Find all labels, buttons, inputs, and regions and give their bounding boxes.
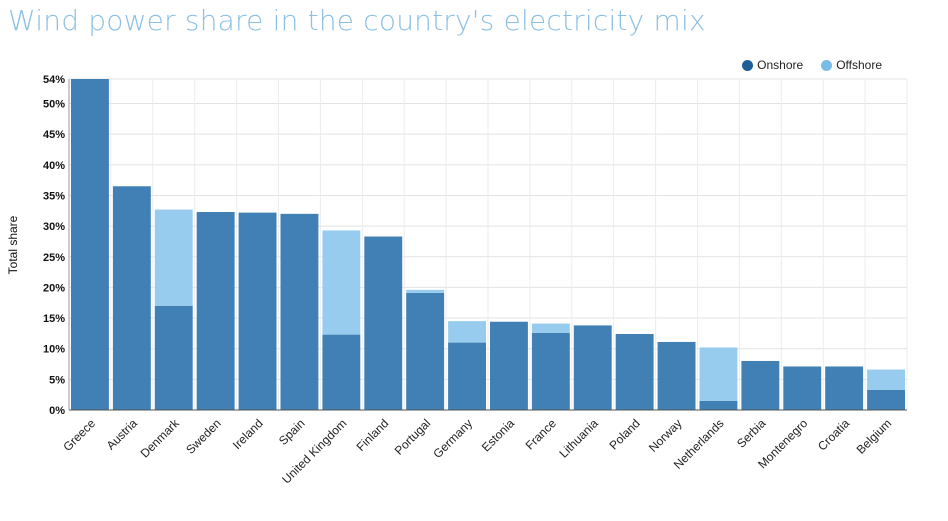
y-tick-label: 54%	[43, 74, 65, 86]
bar-onshore	[657, 341, 696, 410]
x-tick-label: Spain	[276, 416, 308, 448]
x-tick-label: Croatia	[815, 416, 852, 453]
y-tick-label: 50%	[43, 99, 65, 111]
x-tick-label: Finland	[354, 416, 392, 454]
legend-label-onshore: Onshore	[757, 58, 804, 72]
legend-swatch-onshore	[742, 59, 754, 71]
y-tick-label: 20%	[43, 282, 65, 294]
bar-onshore	[196, 212, 235, 410]
x-tick-label: Greece	[60, 416, 98, 454]
y-tick-label: 25%	[43, 252, 65, 264]
bar-offshore	[448, 321, 486, 343]
bar-offshore	[154, 209, 193, 306]
bar-onshore	[615, 333, 654, 410]
bar-offshore	[699, 347, 738, 401]
bar-onshore	[448, 342, 486, 410]
x-tick-label: Ireland	[230, 416, 266, 452]
x-tick-label: Germany	[430, 416, 475, 461]
x-tick-label: Portugal	[392, 416, 434, 458]
bar-onshore	[364, 236, 403, 410]
x-tick-label: Denmark	[138, 416, 183, 461]
x-tick-label: Poland	[606, 416, 642, 452]
bar-offshore	[406, 289, 445, 293]
chart-title: Wind power share in the country's electr…	[8, 4, 706, 37]
y-tick-label: 0%	[49, 405, 65, 417]
x-tick-label: Estonia	[479, 416, 517, 454]
y-tick-label: 15%	[43, 313, 65, 325]
bar-onshore	[112, 186, 151, 410]
x-tick-label: France	[523, 416, 560, 453]
bar-onshore	[490, 321, 528, 410]
bar-onshore	[322, 334, 361, 410]
legend-item-onshore[interactable]: Onshore	[742, 58, 803, 72]
x-tick-label: Lithuania	[557, 416, 602, 461]
y-axis-label: Total share	[6, 215, 20, 274]
bar-onshore	[406, 292, 445, 410]
x-tick-label: Norway	[646, 416, 685, 455]
bar-onshore	[531, 332, 570, 410]
bar-onshore	[573, 325, 612, 410]
x-tick-label: Austria	[104, 416, 141, 453]
bar-onshore	[71, 79, 109, 410]
y-tick-label: 5%	[49, 374, 65, 386]
bar-onshore	[154, 305, 193, 410]
x-tick-label: Belgium	[854, 416, 895, 457]
x-tick-label: Sweden	[183, 416, 224, 457]
y-tick-label: 45%	[43, 129, 65, 141]
legend: Onshore Offshore	[724, 58, 882, 72]
bar-offshore	[867, 369, 905, 390]
bar-onshore	[699, 400, 738, 410]
x-tick-label: Serbia	[734, 416, 769, 451]
bar-offshore	[322, 230, 361, 335]
legend-item-offshore[interactable]: Offshore	[821, 58, 882, 72]
bar-onshore	[238, 212, 277, 410]
y-tick-label: 35%	[43, 190, 65, 202]
legend-swatch-offshore	[821, 59, 833, 71]
bar-onshore	[280, 213, 319, 410]
bar-offshore	[531, 323, 570, 333]
y-tick-label: 40%	[43, 160, 65, 172]
y-tick-label: 30%	[43, 221, 65, 233]
bar-onshore	[825, 366, 864, 410]
bar-onshore	[741, 360, 780, 410]
bar-onshore	[867, 389, 905, 410]
y-tick-label: 10%	[43, 344, 65, 356]
bar-onshore	[783, 366, 822, 410]
legend-label-offshore: Offshore	[836, 58, 882, 72]
